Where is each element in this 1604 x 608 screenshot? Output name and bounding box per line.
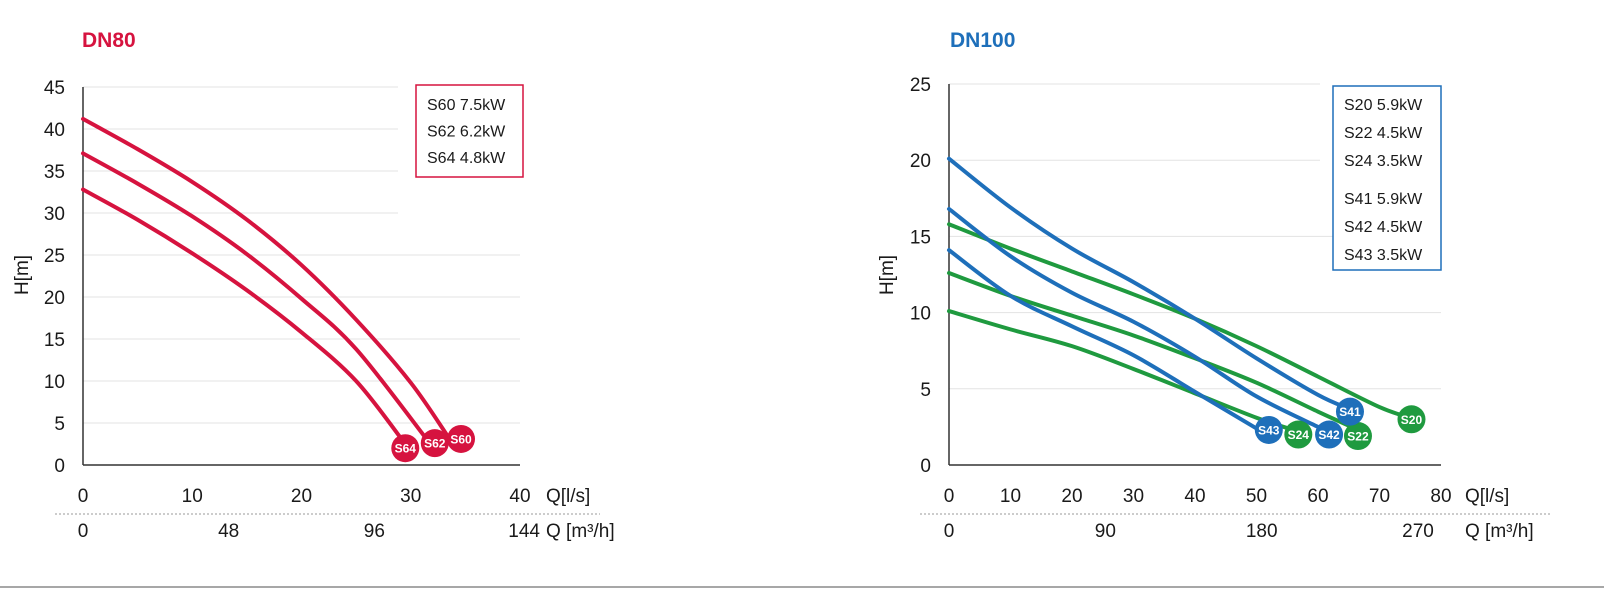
chart1-xtick-label: 0 xyxy=(78,486,89,507)
chart1-x2tick-label: 48 xyxy=(218,521,239,542)
chart2-x2tick-label: 0 xyxy=(944,521,955,542)
chart1-ytick-label: 45 xyxy=(44,78,65,99)
chart1-series-s64 xyxy=(81,187,408,446)
chart1-xtick-label: 10 xyxy=(182,486,203,507)
chart2-ylabel: H[m] xyxy=(877,255,898,295)
chart1-x2tick-label: 96 xyxy=(364,521,385,542)
chart1-ytick-label: 30 xyxy=(44,204,65,225)
chart2-badge-label: S43 xyxy=(1258,423,1280,437)
chart2-xlabel: Q[l/s] xyxy=(1465,486,1509,507)
chart2-badge-s41 xyxy=(1335,397,1364,426)
chart2-legend-entry: S24 3.5kW xyxy=(1344,153,1423,170)
chart2-badge-s24 xyxy=(1284,420,1313,449)
chart1-ytick-label: 5 xyxy=(54,414,65,435)
chart1-ytick-label: 10 xyxy=(44,372,65,393)
chart2-badge-s22 xyxy=(1343,422,1372,451)
chart1-badge-label: S64 xyxy=(395,442,417,456)
chart2-legend-entry: S20 5.9kW xyxy=(1344,97,1423,114)
chart1-x2tick-label: 0 xyxy=(78,521,89,542)
chart1-xtick-label: 20 xyxy=(291,486,312,507)
chart1-badge-label: S60 xyxy=(450,432,472,446)
chart2-ytick-label: 10 xyxy=(910,304,931,325)
chart2-legend-entry: S42 4.5kW xyxy=(1344,219,1423,236)
chart2-xtick-label: 10 xyxy=(1000,486,1021,507)
chart-dynamic-layer: 0 5 10 15 20 25 30 35 40 45 0 10 20 30 40 0 48 96 144 S64 S6… xyxy=(44,75,1550,542)
chart2-legend-entry: S41 5.9kW xyxy=(1344,191,1423,208)
chart1-xlabel: Q[l/s] xyxy=(546,486,590,507)
chart2-x2tick-label: 90 xyxy=(1095,521,1116,542)
chart2-xtick-label: 0 xyxy=(944,486,955,507)
chart1-ytick-label: 0 xyxy=(54,456,65,477)
chart2-xtick-label: 70 xyxy=(1369,486,1390,507)
chart2-title: DN100 xyxy=(950,29,1015,52)
chart2-ytick-label: 15 xyxy=(910,227,931,248)
chart1-ylabel: H[m] xyxy=(12,255,33,295)
chart2-ytick-label: 0 xyxy=(920,456,931,477)
chart2-xtick-label: 80 xyxy=(1430,486,1451,507)
chart1-ytick-label: 25 xyxy=(44,246,65,267)
chart1-legend-box xyxy=(415,84,524,178)
chart2-badge-s42 xyxy=(1315,420,1344,449)
chart1-legend-entry: S62 6.2kW xyxy=(427,124,506,141)
chart1-badge-s64 xyxy=(391,434,420,463)
chart2-xtick-label: 30 xyxy=(1123,486,1144,507)
chart2-badge-label: S24 xyxy=(1288,428,1310,442)
chart2-x2tick-label: 270 xyxy=(1402,521,1434,542)
chart2-x2tick-label: 180 xyxy=(1246,521,1278,542)
chart1-ytick-label: 40 xyxy=(44,120,65,141)
chart2-badge-label: S42 xyxy=(1318,428,1340,442)
chart1-badge-s62 xyxy=(420,429,449,458)
chart2-legend-entry: S22 4.5kW xyxy=(1344,125,1423,142)
chart2-xtick-label: 50 xyxy=(1246,486,1267,507)
chart1-ytick-label: 35 xyxy=(44,162,65,183)
chart1-legend-entry: S64 4.8kW xyxy=(427,150,506,167)
chart1-legend-entry: S60 7.5kW xyxy=(427,97,506,114)
chart1-xtick-label: 30 xyxy=(400,486,421,507)
chart1-badge-label: S62 xyxy=(424,437,446,451)
chart2-series-s42 xyxy=(947,206,1320,429)
chart2-ytick-label: 25 xyxy=(910,75,931,96)
chart2-badge-label: S41 xyxy=(1339,405,1361,419)
chart2-ytick-label: 5 xyxy=(920,380,931,401)
chart2-badge-label: S20 xyxy=(1401,413,1423,427)
chart2-ytick-label: 20 xyxy=(910,151,931,172)
chart2-xtick-label: 60 xyxy=(1307,486,1328,507)
chart2-x2label: Q [m³/h] xyxy=(1465,521,1534,542)
chart2-xtick-label: 40 xyxy=(1184,486,1205,507)
chart1-title: DN80 xyxy=(82,29,136,52)
chart1-ytick-label: 15 xyxy=(44,330,65,351)
chart2-series-s43 xyxy=(947,248,1259,431)
chart1-ytick-label: 20 xyxy=(44,288,65,309)
chart2-series-s24 xyxy=(947,309,1296,432)
chart2-legend-box xyxy=(1332,85,1442,271)
chart2-legend-entry: S43 3.5kW xyxy=(1344,247,1423,264)
chart1-x2tick-label: 144 xyxy=(508,521,540,542)
chart2-badge-s43 xyxy=(1254,415,1283,444)
chart2-xtick-label: 20 xyxy=(1061,486,1082,507)
chart1-series-s60 xyxy=(81,116,451,441)
chart1-series-s62 xyxy=(81,151,430,442)
chart1-badge-s60 xyxy=(447,424,476,453)
chart2-series-s41 xyxy=(947,156,1351,411)
chart2-badge-s20 xyxy=(1397,405,1426,434)
chart1-xtick-label: 40 xyxy=(509,486,530,507)
chart2-badge-label: S22 xyxy=(1347,430,1369,444)
chart1-x2label: Q [m³/h] xyxy=(546,521,615,542)
